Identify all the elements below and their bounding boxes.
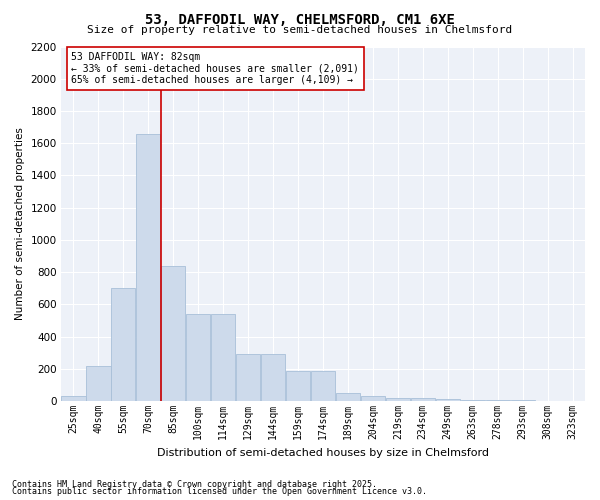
Y-axis label: Number of semi-detached properties: Number of semi-detached properties (15, 128, 25, 320)
X-axis label: Distribution of semi-detached houses by size in Chelmsford: Distribution of semi-detached houses by … (157, 448, 489, 458)
Bar (211, 314, 235, 401)
Bar (86, 366, 110, 401)
Text: 53, DAFFODIL WAY, CHELMSFORD, CM1 6XE: 53, DAFFODIL WAY, CHELMSFORD, CM1 6XE (145, 12, 455, 26)
Text: Contains HM Land Registry data © Crown copyright and database right 2025.: Contains HM Land Registry data © Crown c… (12, 480, 377, 489)
Text: Size of property relative to semi-detached houses in Chelmsford: Size of property relative to semi-detach… (88, 25, 512, 35)
Bar (336, 393, 360, 401)
Bar (286, 372, 310, 401)
Bar (111, 288, 136, 401)
Bar (261, 354, 285, 401)
Bar (485, 400, 510, 401)
Bar (161, 266, 185, 401)
Text: Contains public sector information licensed under the Open Government Licence v3: Contains public sector information licen… (12, 487, 427, 496)
Bar (136, 134, 160, 401)
Bar (461, 400, 485, 401)
Bar (236, 354, 260, 401)
Bar (511, 400, 535, 401)
Text: 53 DAFFODIL WAY: 82sqm
← 33% of semi-detached houses are smaller (2,091)
65% of : 53 DAFFODIL WAY: 82sqm ← 33% of semi-det… (71, 52, 359, 85)
Bar (410, 398, 435, 401)
Bar (311, 372, 335, 401)
Bar (436, 398, 460, 401)
Bar (186, 314, 211, 401)
Bar (61, 396, 86, 401)
Bar (361, 396, 385, 401)
Bar (386, 398, 410, 401)
